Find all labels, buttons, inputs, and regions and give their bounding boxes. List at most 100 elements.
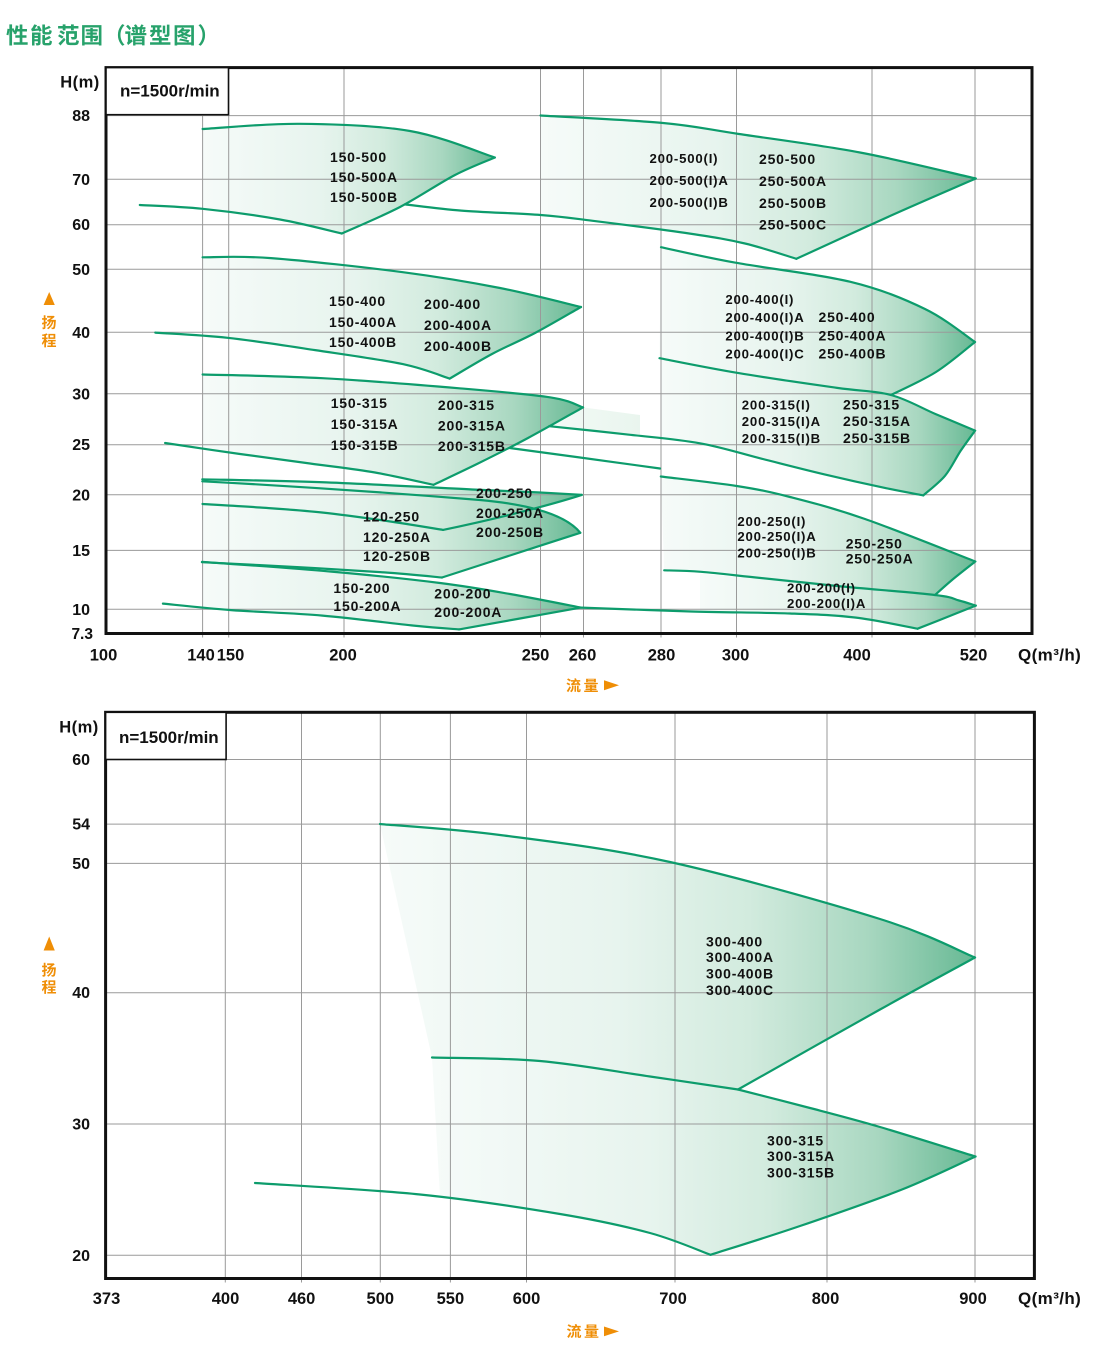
svg-text:280: 280 (648, 647, 676, 665)
svg-text:250-400A: 250-400A (819, 328, 887, 344)
svg-text:30: 30 (72, 1117, 90, 1134)
svg-text:700: 700 (659, 1290, 687, 1308)
svg-text:200-250B: 200-250B (476, 524, 544, 540)
svg-text:300: 300 (722, 647, 750, 665)
svg-text:300-315A: 300-315A (767, 1148, 835, 1164)
svg-text:150-500A: 150-500A (330, 169, 398, 185)
svg-text:200-315(I)B: 200-315(I)B (742, 431, 821, 446)
svg-text:373: 373 (93, 1290, 121, 1308)
svg-text:550: 550 (437, 1290, 465, 1308)
svg-text:H(m): H(m) (59, 719, 99, 737)
svg-text:150-315B: 150-315B (331, 437, 399, 453)
svg-text:150-315A: 150-315A (331, 416, 399, 432)
svg-text:260: 260 (569, 647, 597, 665)
svg-text:900: 900 (959, 1290, 987, 1308)
svg-text:50: 50 (72, 262, 90, 279)
svg-text:30: 30 (72, 386, 90, 403)
svg-text:200-200(I)A: 200-200(I)A (787, 596, 866, 611)
svg-text:n=1500r/min: n=1500r/min (119, 728, 219, 747)
svg-text:150-500B: 150-500B (330, 189, 398, 205)
svg-text:200-400: 200-400 (424, 296, 481, 312)
svg-text:140: 140 (187, 647, 215, 665)
svg-text:250-500A: 250-500A (759, 173, 827, 189)
svg-text:250-400B: 250-400B (819, 346, 887, 362)
svg-text:20: 20 (72, 487, 90, 504)
svg-text:200-400(I)A: 200-400(I)A (725, 310, 804, 325)
svg-text:250-315B: 250-315B (843, 430, 911, 446)
svg-text:150-315: 150-315 (331, 395, 388, 411)
svg-text:60: 60 (72, 752, 90, 769)
svg-text:200-500(I)A: 200-500(I)A (650, 173, 729, 188)
svg-text:250-500: 250-500 (759, 151, 816, 167)
svg-text:200-500(I)B: 200-500(I)B (650, 195, 729, 210)
svg-text:40: 40 (72, 325, 90, 342)
svg-text:200-250A: 200-250A (476, 505, 544, 521)
svg-text:25: 25 (72, 437, 90, 454)
svg-text:250-315: 250-315 (843, 397, 900, 413)
svg-text:250-250A: 250-250A (846, 551, 914, 567)
svg-text:H(m): H(m) (60, 74, 100, 92)
svg-text:200-250(I): 200-250(I) (737, 514, 806, 529)
svg-text:250-250: 250-250 (846, 535, 903, 551)
svg-text:200: 200 (329, 647, 357, 665)
svg-text:400: 400 (843, 647, 871, 665)
svg-text:100: 100 (90, 647, 118, 665)
svg-text:250-400: 250-400 (819, 309, 876, 325)
svg-text:200-315: 200-315 (438, 397, 495, 413)
svg-text:250: 250 (522, 647, 550, 665)
svg-text:15: 15 (72, 543, 90, 560)
svg-text:300-400C: 300-400C (706, 982, 774, 998)
svg-text:200-400B: 200-400B (424, 338, 492, 354)
svg-text:54: 54 (72, 817, 90, 834)
svg-text:120-250A: 120-250A (363, 529, 431, 545)
svg-text:150-200: 150-200 (333, 580, 390, 596)
svg-text:300-315B: 300-315B (767, 1165, 835, 1181)
svg-text:200-500(I): 200-500(I) (650, 151, 719, 166)
svg-text:200-315A: 200-315A (438, 418, 506, 434)
svg-text:500: 500 (367, 1290, 395, 1308)
svg-text:200-400(I): 200-400(I) (725, 292, 794, 307)
svg-text:150-200A: 150-200A (333, 598, 401, 614)
svg-text:300-400B: 300-400B (706, 965, 774, 981)
svg-text:120-250: 120-250 (363, 509, 420, 525)
svg-text:520: 520 (960, 647, 988, 665)
svg-text:200-200: 200-200 (434, 586, 491, 602)
svg-text:200-400A: 200-400A (424, 317, 492, 333)
svg-text:200-315(I): 200-315(I) (742, 398, 811, 413)
svg-text:200-400(I)B: 200-400(I)B (725, 329, 804, 344)
svg-text:200-200(I): 200-200(I) (787, 581, 856, 596)
svg-text:40: 40 (72, 985, 90, 1002)
svg-text:150: 150 (217, 647, 245, 665)
svg-text:250-500B: 250-500B (759, 195, 827, 211)
svg-text:200-315(I)A: 200-315(I)A (742, 414, 821, 429)
svg-text:150-400A: 150-400A (329, 314, 397, 330)
svg-text:70: 70 (72, 172, 90, 189)
svg-text:Q(m³/h): Q(m³/h) (1018, 1289, 1081, 1308)
svg-text:10: 10 (72, 602, 90, 619)
svg-text:200-250: 200-250 (476, 485, 533, 501)
svg-text:200-250(I)B: 200-250(I)B (737, 545, 816, 560)
svg-text:n=1500r/min: n=1500r/min (120, 82, 220, 101)
svg-text:200-400(I)C: 200-400(I)C (725, 347, 804, 362)
svg-text:300-400A: 300-400A (706, 949, 774, 965)
svg-text:150-400: 150-400 (329, 293, 386, 309)
svg-text:400: 400 (212, 1290, 240, 1308)
svg-text:200-250(I)A: 200-250(I)A (737, 529, 816, 544)
svg-text:250-500C: 250-500C (759, 217, 827, 233)
svg-text:460: 460 (288, 1290, 316, 1308)
svg-text:50: 50 (72, 856, 90, 873)
svg-text:800: 800 (812, 1290, 840, 1308)
svg-text:Q(m³/h): Q(m³/h) (1018, 646, 1081, 665)
svg-text:300-400: 300-400 (706, 934, 763, 950)
svg-text:600: 600 (513, 1290, 541, 1308)
svg-text:200-315B: 200-315B (438, 438, 506, 454)
svg-text:150-500: 150-500 (330, 149, 387, 165)
svg-text:250-315A: 250-315A (843, 413, 911, 429)
svg-text:120-250B: 120-250B (363, 548, 431, 564)
svg-text:200-200A: 200-200A (434, 604, 502, 620)
svg-text:7.3: 7.3 (71, 626, 93, 643)
svg-text:300-315: 300-315 (767, 1133, 824, 1149)
svg-text:20: 20 (72, 1248, 90, 1265)
svg-text:60: 60 (72, 217, 90, 234)
svg-text:150-400B: 150-400B (329, 334, 397, 350)
